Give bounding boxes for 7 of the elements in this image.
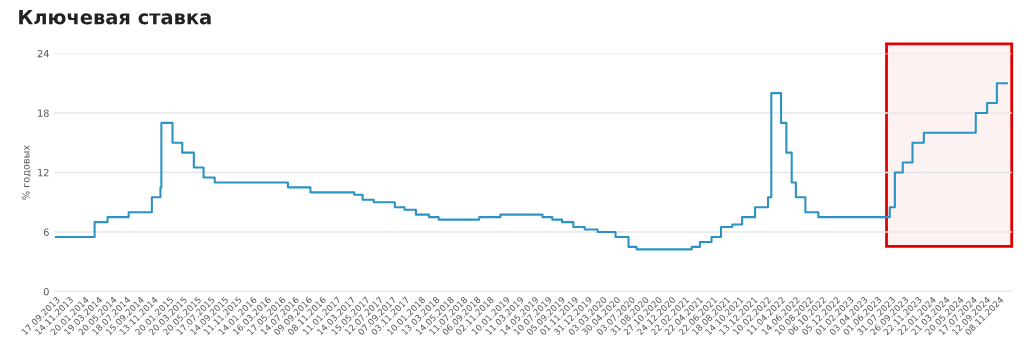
y-axis-title: % годовых	[22, 145, 31, 200]
y-tick-label: 18	[38, 109, 49, 117]
y-tick-label: 0	[43, 288, 49, 296]
y-tick-label: 24	[37, 49, 49, 58]
y-tick-label: 12	[38, 168, 49, 177]
y-tick-label: 6	[43, 228, 49, 236]
chart-title: Ключевая ставка	[19, 9, 211, 25]
